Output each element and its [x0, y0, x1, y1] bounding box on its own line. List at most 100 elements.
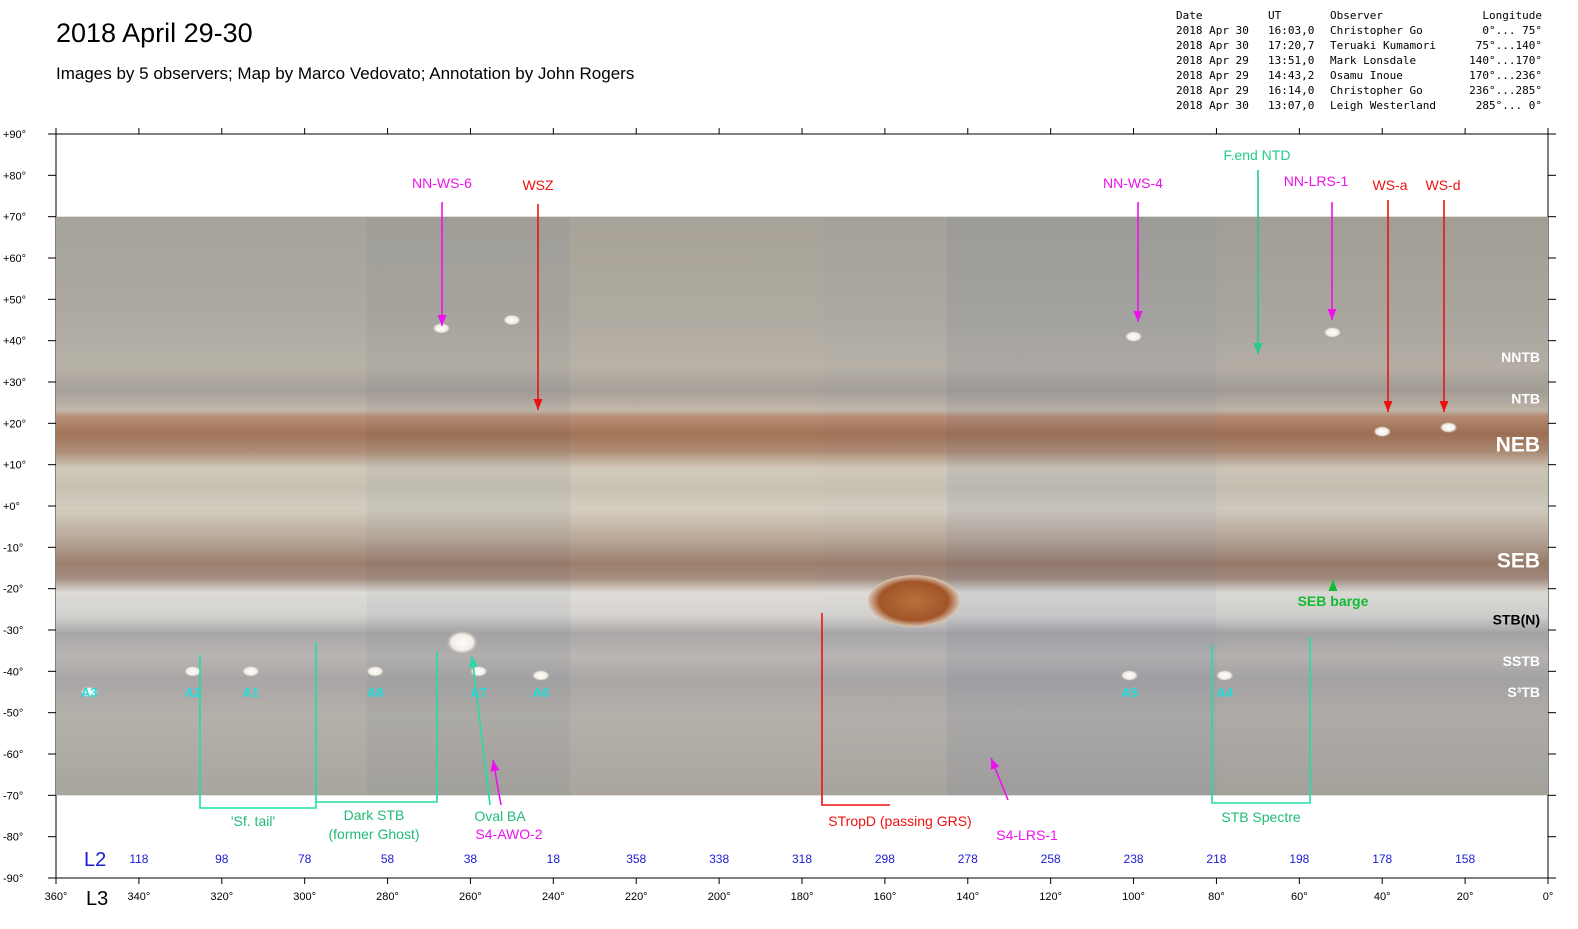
header-date: Date: [1176, 9, 1203, 22]
belt-label: NEB: [1496, 434, 1540, 457]
oval-ba-spot: [446, 630, 479, 655]
l3-label: 240°: [542, 891, 565, 903]
lat-label: -60°: [3, 749, 23, 761]
lat-label: -70°: [3, 790, 23, 802]
l3-label: 320°: [210, 891, 233, 903]
arrow-head: [990, 758, 1000, 770]
lat-label: +0°: [3, 501, 20, 513]
cell-longitude: 0°... 75°: [1482, 24, 1542, 37]
lat-label: +50°: [3, 294, 26, 306]
l2-label: 238: [1124, 852, 1144, 866]
annotation-label: F.end NTD: [1224, 147, 1291, 163]
belt-label: SEB: [1497, 549, 1540, 572]
lat-label: +60°: [3, 253, 26, 265]
cell-date: 2018 Apr 30: [1176, 24, 1249, 37]
cell-ut: 13:51,0: [1268, 54, 1315, 67]
lat-label: -20°: [3, 584, 23, 596]
l3-title: L3: [86, 888, 108, 910]
white-oval: [366, 665, 385, 677]
planet-strip: [56, 216, 1548, 796]
l2-label: 178: [1372, 852, 1392, 866]
lat-label: +70°: [3, 212, 26, 224]
cell-ut: 14:43,2: [1268, 69, 1315, 82]
cell-observer: Mark Lonsdale: [1330, 54, 1417, 67]
annotation-label: S4-LRS-1: [996, 827, 1058, 843]
arrow-head: [437, 315, 447, 326]
latitude-axis: +90° +80° +70° +60° +50° +40° +30° +20° +10° +0° -…: [3, 129, 1556, 885]
white-oval: [1124, 331, 1143, 343]
great-red-spot: [867, 575, 960, 628]
table-row: 2018 Apr 30 17:20,7 Teruaki Kumamori 75°...…: [1176, 38, 1548, 53]
lat-label: +80°: [3, 170, 26, 182]
mosaic-segment: [1216, 216, 1548, 796]
l3-label: 220°: [625, 891, 648, 903]
cell-date: 2018 Apr 30: [1176, 39, 1249, 52]
annotation-label: NN-LRS-1: [1284, 173, 1349, 189]
lat-label: +10°: [3, 460, 26, 472]
l3-label: 160°: [874, 891, 897, 903]
arrow-head: [490, 760, 500, 772]
belt-label: S³TB: [1507, 684, 1540, 700]
l2-label: 18: [547, 852, 561, 866]
l3-label: 180°: [791, 891, 814, 903]
lat-label: +90°: [3, 129, 26, 141]
white-oval: [432, 322, 451, 334]
l3-label: 260°: [459, 891, 482, 903]
annotation-label: NN-WS-4: [1103, 175, 1163, 191]
white-oval: [1373, 426, 1392, 438]
arrow-head: [1383, 401, 1393, 412]
arrow-head: [533, 399, 543, 410]
header-longitude: Longitude: [1482, 9, 1542, 22]
lat-label: -90°: [3, 873, 23, 885]
sf-tail-bracket: [199, 642, 317, 809]
l2-label: 338: [709, 852, 729, 866]
l3-label: 120°: [1039, 891, 1062, 903]
oval-label: A7: [470, 685, 487, 700]
planet-bands: [56, 216, 1548, 796]
annotation-label: WSZ: [522, 177, 554, 193]
white-oval: [80, 686, 99, 698]
oval-label: A5: [1121, 685, 1138, 700]
mosaic-segment: [366, 216, 570, 796]
l2-label: 58: [381, 852, 395, 866]
white-oval: [1215, 669, 1234, 681]
arrow-head: [1253, 343, 1263, 354]
belt-label: NTB: [1511, 391, 1540, 407]
white-oval: [1439, 421, 1458, 433]
cell-observer: Osamu Inoue: [1330, 69, 1403, 82]
belt-label: NNTB: [1501, 349, 1540, 365]
table-header-row: Date UT Observer Longitude: [1176, 8, 1548, 23]
cell-observer: Leigh Westerland: [1330, 99, 1436, 112]
l2-label: 78: [298, 852, 312, 866]
cell-longitude: 75°...140°: [1475, 39, 1542, 52]
white-oval: [241, 665, 260, 677]
cell-date: 2018 Apr 30: [1176, 99, 1249, 112]
l2-title: L2: [84, 849, 106, 871]
lat-label: +40°: [3, 336, 26, 348]
l3-label: 60°: [1291, 891, 1308, 903]
page-subtitle: Images by 5 observers; Map by Marco Vedo…: [56, 64, 635, 83]
arrow-head: [1439, 401, 1449, 412]
arrow-head: [1133, 311, 1143, 322]
l3-label: 0°: [1543, 891, 1554, 903]
cell-observer: Christopher Go: [1330, 24, 1423, 37]
oval-label: A3: [81, 685, 98, 700]
stropd-bracket: [821, 613, 890, 806]
table-row: 2018 Apr 29 16:14,0 Christopher Go 236°...2…: [1176, 83, 1548, 98]
mosaic-segment: [822, 216, 948, 796]
cell-ut: 13:07,0: [1268, 99, 1315, 112]
lat-label: -80°: [3, 832, 23, 844]
annotation-label: Dark STB: [344, 807, 405, 823]
oval-label: A1: [242, 685, 259, 700]
l3-label: 20°: [1457, 891, 1474, 903]
l3-label: 80°: [1208, 891, 1225, 903]
cell-longitude: 170°...236°: [1469, 69, 1542, 82]
cell-ut: 16:03,0: [1268, 24, 1315, 37]
annotation-label: STropD (passing GRS): [828, 813, 971, 829]
annotations: NN-WS-6 WSZ NN-WS-4 F.end NTD NN-LRS-1 WS-a WS…: [199, 147, 1461, 843]
l2-label: 258: [1041, 852, 1061, 866]
annotation-label: WS-d: [1426, 177, 1461, 193]
table-row: 2018 Apr 30 13:07,0 Leigh Westerland 285°..…: [1176, 98, 1548, 113]
cell-observer: Christopher Go: [1330, 84, 1423, 97]
arrow-head: [468, 656, 478, 668]
